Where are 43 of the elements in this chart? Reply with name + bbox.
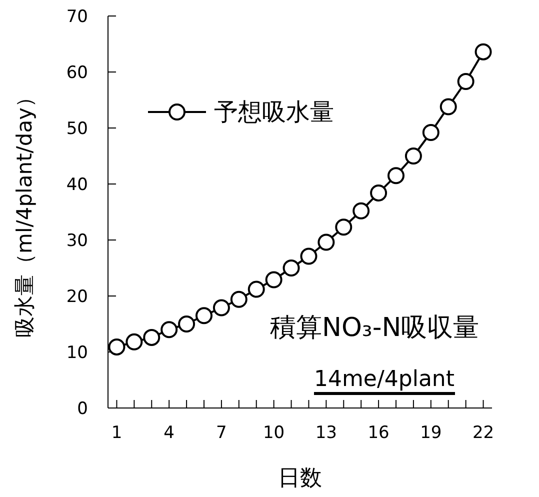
x-tick-label: 13 bbox=[315, 423, 337, 444]
point bbox=[108, 338, 126, 356]
y-tick-label: 10 bbox=[66, 343, 88, 364]
point bbox=[457, 73, 474, 90]
point bbox=[352, 202, 370, 220]
y-tick-label: 40 bbox=[66, 175, 88, 196]
y-tick-label: 50 bbox=[66, 119, 88, 140]
point bbox=[126, 333, 143, 350]
point bbox=[212, 299, 230, 316]
x-tick-label: 19 bbox=[420, 423, 442, 444]
y-axis-title: 吸水量（ml/4plant/day） bbox=[12, 86, 37, 338]
point bbox=[143, 328, 160, 346]
y-tick-label: 60 bbox=[66, 63, 88, 84]
point bbox=[282, 260, 300, 276]
y-tick-label: 70 bbox=[66, 7, 88, 28]
point bbox=[318, 234, 335, 251]
point bbox=[196, 307, 212, 324]
point bbox=[178, 316, 196, 332]
y-tick-label: 0 bbox=[77, 399, 88, 420]
x-tick-label: 1 bbox=[111, 423, 122, 444]
legend-label: 予想吸水量 bbox=[214, 97, 334, 128]
point bbox=[230, 290, 248, 308]
annotation: 積算NO₃-N吸収量 bbox=[270, 312, 480, 345]
annotation: 14me/4plant bbox=[314, 367, 454, 395]
point bbox=[404, 148, 422, 164]
point bbox=[388, 167, 404, 184]
x-tick-label: 10 bbox=[263, 423, 285, 444]
point bbox=[300, 248, 318, 265]
point bbox=[160, 321, 178, 338]
y-tick-label: 20 bbox=[66, 287, 88, 308]
point bbox=[474, 43, 492, 60]
x-tick-label: 22 bbox=[472, 423, 494, 444]
point bbox=[370, 184, 388, 202]
point bbox=[265, 271, 282, 288]
point bbox=[248, 280, 265, 298]
point bbox=[335, 218, 352, 236]
y-tick-label: 30 bbox=[66, 231, 88, 252]
x-tick-label: 4 bbox=[164, 423, 175, 444]
x-tick-label: 16 bbox=[368, 423, 390, 444]
x-tick-label: 7 bbox=[216, 423, 227, 444]
point bbox=[440, 98, 457, 116]
point bbox=[422, 124, 440, 141]
x-axis-title: 日数 bbox=[278, 466, 322, 491]
